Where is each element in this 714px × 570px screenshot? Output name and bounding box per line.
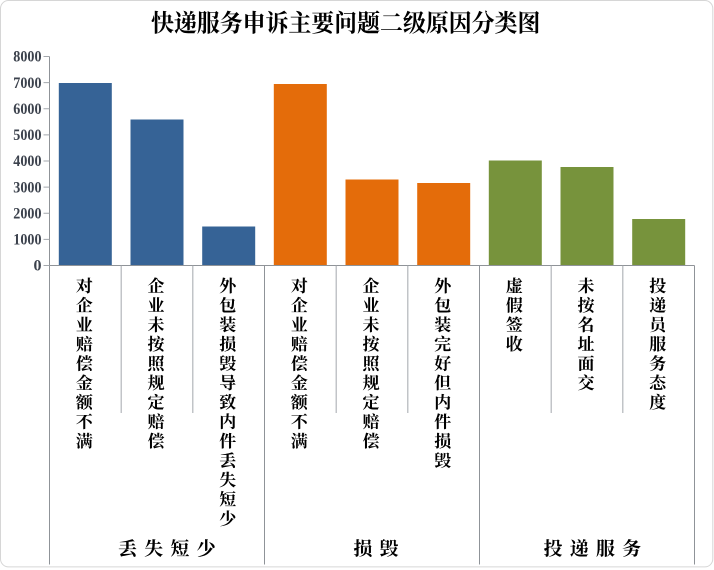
svg-text:6000: 6000 (13, 101, 41, 118)
svg-text:8000: 8000 (13, 49, 41, 66)
svg-text:5000: 5000 (13, 127, 41, 144)
svg-text:2000: 2000 (13, 205, 41, 222)
svg-text:7000: 7000 (13, 75, 41, 92)
svg-text:0: 0 (34, 258, 42, 275)
svg-text:1000: 1000 (13, 232, 41, 249)
svg-text:3000: 3000 (13, 179, 41, 196)
svg-text:4000: 4000 (13, 153, 41, 170)
